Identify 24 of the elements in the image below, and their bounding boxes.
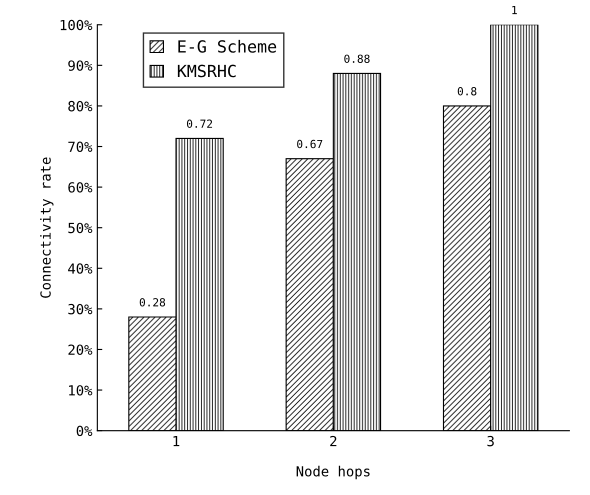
data-label: 0.88 [344,54,370,63]
y-tick-label: 80% [68,100,92,112]
data-label: 0.8 [458,87,476,96]
y-axis-title: Connectivity rate [40,157,54,298]
x-tick-label: 1 [174,436,180,446]
y-tick-label: 10% [69,385,92,396]
data-label: 0.28 [140,298,166,307]
y-tick-label: 30% [68,304,92,314]
x-axis-title: Node hops [296,466,370,480]
y-tick-label: 90% [68,60,92,71]
y-tick-label: 40% [68,263,92,274]
legend-label: KMSRHC [178,64,236,78]
x-tick-label: 3 [487,436,494,446]
y-tick-label: 0% [76,426,92,436]
y-tick-label: 70% [68,142,92,152]
data-label: 0.72 [186,120,212,128]
data-label: 0.67 [297,140,322,148]
data-label: 1 [512,6,517,14]
y-tick-label: 60% [68,182,92,193]
y-tick-label: 50% [68,222,92,234]
y-tick-label: 20% [68,344,92,355]
legend-label: E-G Scheme [178,40,276,53]
y-tick-label: 100% [60,20,92,30]
x-tick-label: 2 [330,436,336,446]
